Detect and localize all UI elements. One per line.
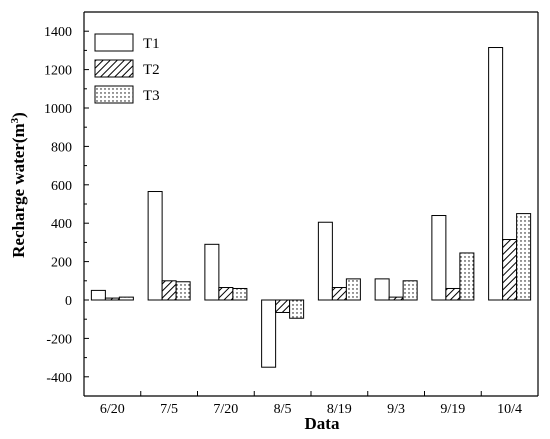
axes-group: -400 -200 0 200 400 600 800 1000 1200 1400 6/20 7/5… <box>44 11 539 417</box>
y-tick-label: -200 <box>46 332 72 347</box>
x-tick-label: 7/20 <box>213 402 238 417</box>
y-tick-label: -400 <box>46 371 72 386</box>
legend-swatch-t2 <box>94 59 134 78</box>
y-axis-title-superscript: 3 <box>9 117 21 123</box>
bar-t2-9-19 <box>445 287 461 301</box>
y-tick-label: 1400 <box>44 25 72 40</box>
bar-t2-7-20 <box>218 287 234 301</box>
bar-t1-9-19 <box>431 215 447 301</box>
bar-t2-10-4 <box>502 239 518 301</box>
legend-label-t3: T3 <box>143 88 160 104</box>
bar-t1-10-4 <box>488 47 504 301</box>
bar-t3-8-5 <box>289 299 305 319</box>
x-tick-label: 10/4 <box>497 402 522 417</box>
bar-t2-6-20 <box>104 297 120 301</box>
x-axis-title: Data <box>305 414 340 433</box>
y-axis-title: Recharge water(m3) <box>9 112 28 258</box>
y-tick-label: 800 <box>51 140 72 155</box>
bar-t1-8-5 <box>261 299 277 368</box>
x-tick-label: 6/20 <box>100 402 125 417</box>
bar-t3-10-4 <box>516 213 532 301</box>
bar-t3-7-5 <box>175 281 191 301</box>
bar-t1-9-3 <box>374 278 390 301</box>
bar-t2-8-19 <box>331 287 347 301</box>
y-tick-label: 1000 <box>44 102 72 117</box>
y-axis-title-main: Recharge water(m <box>9 123 28 258</box>
bar-t2-9-3 <box>388 296 404 301</box>
y-tick-label: 600 <box>51 179 72 194</box>
bar-t1-7-20 <box>204 243 220 301</box>
x-tick-label: 9/19 <box>440 402 465 417</box>
x-tick-label: 7/5 <box>160 402 178 417</box>
y-axis-title-close: ) <box>9 112 28 118</box>
x-tick-label: 9/3 <box>387 402 405 417</box>
bars-group <box>90 47 532 368</box>
bar-t3-8-19 <box>345 278 361 301</box>
legend-swatch-t3 <box>94 85 134 104</box>
legend-label-t1: T1 <box>143 36 160 52</box>
y-tick-label: 0 <box>65 294 72 309</box>
bar-t3-6-20 <box>118 296 134 301</box>
legend: T1 T2 T3 <box>94 33 160 104</box>
bar-t3-9-19 <box>459 252 475 301</box>
y-tick-label: 1200 <box>44 64 72 79</box>
bar-t3-9-3 <box>402 280 418 301</box>
legend-swatch-t1 <box>94 33 134 52</box>
y-tick-label: 200 <box>51 256 72 271</box>
x-tick-label: 8/19 <box>327 402 352 417</box>
bar-t1-8-19 <box>317 221 333 301</box>
x-tick-label: 8/5 <box>274 402 292 417</box>
y-tick-label: 400 <box>51 217 72 232</box>
legend-label-t2: T2 <box>143 62 160 78</box>
bar-t2-8-5 <box>275 299 291 313</box>
bar-t2-7-5 <box>161 280 177 301</box>
bar-t1-7-5 <box>147 191 163 301</box>
bar-t3-7-20 <box>232 287 248 301</box>
bar-t1-6-20 <box>90 289 106 301</box>
